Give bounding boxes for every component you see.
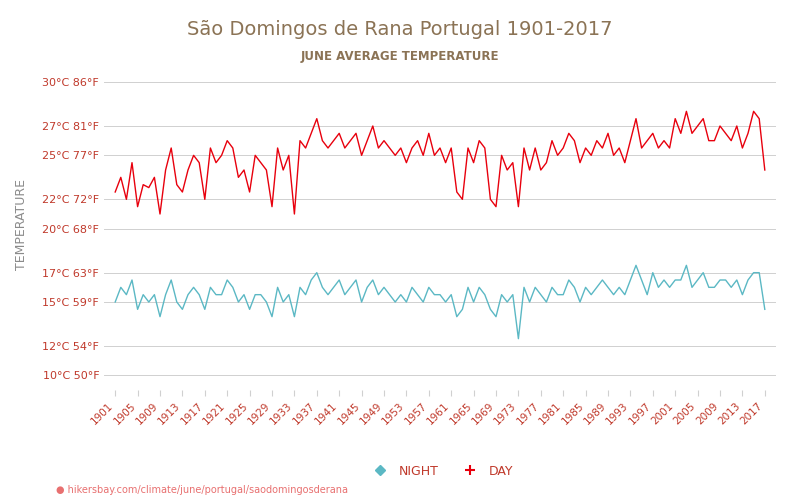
Y-axis label: TEMPERATURE: TEMPERATURE xyxy=(15,180,28,270)
Text: ● hikersbay.com/climate/june/portugal/saodomingosderana: ● hikersbay.com/climate/june/portugal/sa… xyxy=(56,485,348,495)
Legend: NIGHT, DAY: NIGHT, DAY xyxy=(362,460,518,483)
Text: São Domingos de Rana Portugal 1901-2017: São Domingos de Rana Portugal 1901-2017 xyxy=(187,20,613,39)
Text: JUNE AVERAGE TEMPERATURE: JUNE AVERAGE TEMPERATURE xyxy=(301,50,499,63)
